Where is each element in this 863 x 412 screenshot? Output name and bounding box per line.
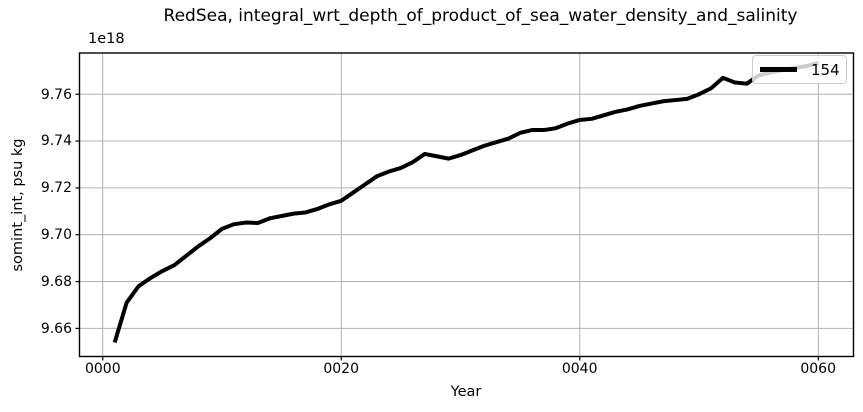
x-tick-label: 0000 bbox=[84, 361, 121, 377]
y-tick-label: 9.68 bbox=[40, 273, 72, 290]
y-tick-label: 9.74 bbox=[40, 133, 72, 150]
y-tick-label: 9.76 bbox=[40, 86, 72, 103]
legend-label: 154 bbox=[811, 60, 840, 79]
y-tick-label: 9.72 bbox=[40, 180, 72, 197]
legend-line-sample-icon bbox=[760, 67, 797, 72]
y-axis-offset-label: 1e18 bbox=[88, 31, 125, 47]
chart-title: RedSea, integral_wrt_depth_of_product_of… bbox=[163, 6, 798, 26]
x-tick-label: 0020 bbox=[323, 361, 360, 377]
x-tick-label: 0060 bbox=[800, 361, 837, 377]
y-tick-label: 9.66 bbox=[40, 320, 72, 337]
x-axis-label: Year bbox=[450, 384, 482, 400]
x-tick-label: 0040 bbox=[561, 361, 598, 377]
legend: 154 bbox=[752, 55, 847, 84]
y-tick-label: 9.70 bbox=[40, 227, 72, 243]
